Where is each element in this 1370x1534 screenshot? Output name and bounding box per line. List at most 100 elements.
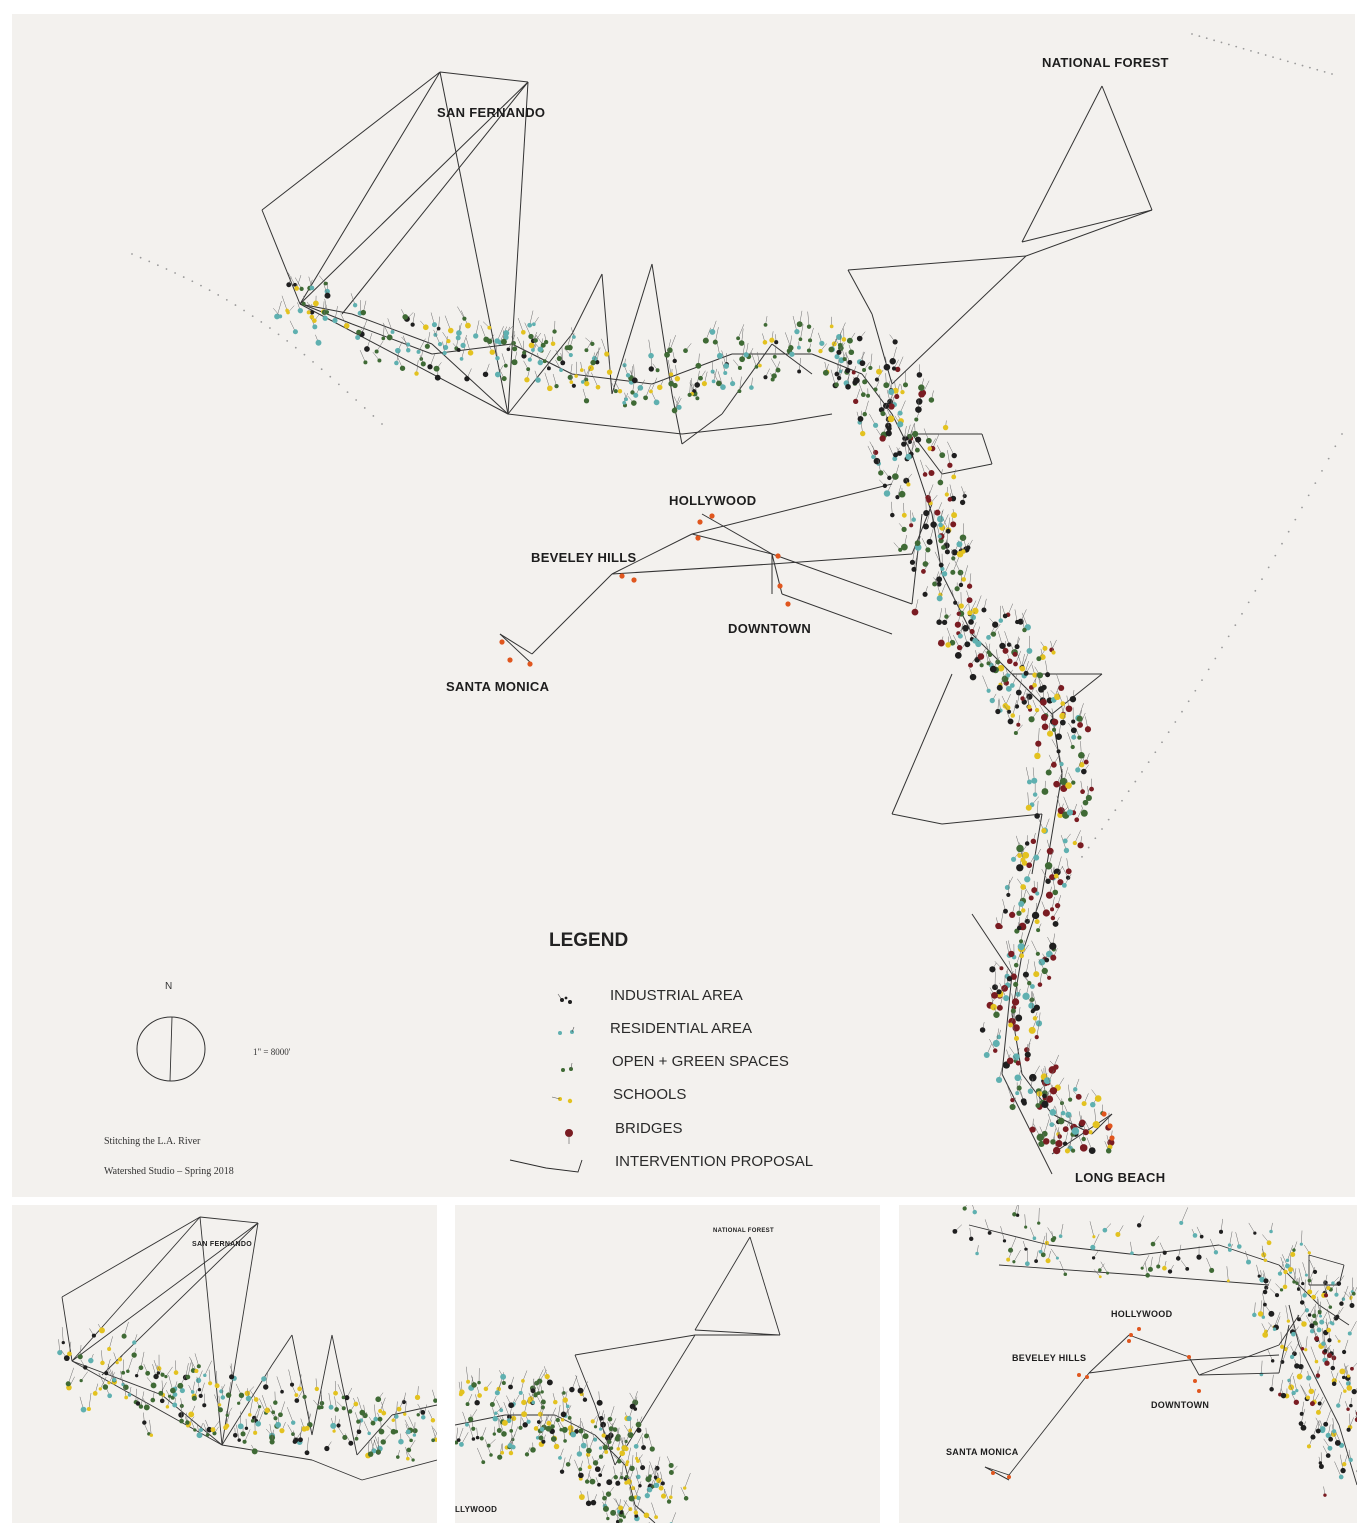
pin: [506, 1414, 512, 1420]
pin-needle: [1304, 1279, 1306, 1296]
pin: [695, 535, 701, 541]
pin: [1324, 1360, 1330, 1366]
pin: [1306, 1375, 1312, 1381]
pin-needle: [457, 306, 465, 319]
pin-needle: [301, 1383, 305, 1397]
pin-needle: [1301, 1401, 1305, 1414]
pin-needle: [461, 346, 466, 359]
pin: [1327, 457, 1330, 460]
pin: [123, 1384, 129, 1391]
string-segment: [771, 553, 913, 605]
pin: [966, 583, 973, 589]
pin: [1065, 705, 1073, 713]
pin: [373, 1416, 379, 1422]
pin: [911, 608, 919, 616]
pin: [1354, 1417, 1357, 1422]
pin: [697, 519, 703, 525]
pin-needle: [538, 1408, 545, 1423]
pin: [1045, 672, 1051, 678]
pin: [540, 1399, 546, 1405]
pin: [624, 1481, 628, 1485]
pin: [102, 1384, 109, 1390]
pin: [1088, 1147, 1096, 1154]
pin: [1247, 601, 1250, 604]
pin-needle: [236, 1424, 240, 1441]
pin: [936, 595, 943, 602]
pin: [990, 1003, 997, 1011]
pin: [277, 333, 280, 336]
pin-needle: [1055, 1092, 1063, 1104]
pin: [880, 410, 886, 417]
pin: [883, 363, 891, 371]
pin: [654, 1515, 659, 1520]
pin: [1009, 911, 1016, 918]
pin: [1052, 727, 1057, 732]
pin: [998, 924, 1003, 929]
pin: [179, 1418, 184, 1424]
string-segment: [941, 573, 973, 635]
pin: [876, 368, 882, 375]
pin: [903, 477, 910, 484]
pin: [1301, 1281, 1305, 1286]
pin: [911, 517, 916, 522]
pin: [1262, 1332, 1269, 1338]
pin: [489, 1453, 493, 1457]
string-segment: [341, 81, 529, 315]
pin: [390, 330, 395, 334]
pin: [471, 1426, 476, 1431]
pin: [897, 450, 903, 456]
pin: [512, 346, 518, 352]
pin: [303, 353, 306, 356]
string-segment: [571, 273, 603, 335]
pin: [1304, 1348, 1308, 1352]
string-map-main: [131, 33, 1343, 1175]
pin: [552, 329, 557, 334]
string-segment: [1128, 1334, 1190, 1358]
pin: [578, 1467, 583, 1472]
pin: [1031, 777, 1038, 784]
pin: [273, 1400, 278, 1405]
pin: [770, 377, 775, 382]
pin: [853, 398, 859, 405]
pin: [501, 1381, 506, 1385]
pin: [882, 483, 888, 488]
pin-needle: [1000, 911, 1004, 927]
pin: [1316, 1327, 1322, 1333]
pin: [205, 1433, 210, 1437]
pin: [381, 423, 383, 425]
pin: [1006, 673, 1011, 678]
pin: [615, 1480, 621, 1486]
pin: [190, 1368, 196, 1373]
pin: [1339, 1368, 1346, 1375]
pin: [225, 1413, 229, 1417]
pin-needle: [963, 565, 968, 580]
pin: [563, 1439, 567, 1443]
pin: [989, 966, 996, 973]
pin-needle: [910, 510, 912, 526]
pin: [352, 302, 358, 308]
pin: [482, 371, 489, 378]
pin: [1327, 1445, 1333, 1451]
pin: [585, 1500, 592, 1507]
string-segment: [299, 303, 509, 415]
pin: [991, 1471, 995, 1475]
pin: [1049, 942, 1057, 950]
pin: [1274, 554, 1277, 557]
pin: [104, 1371, 109, 1376]
pin: [255, 1420, 262, 1427]
pin-needle: [739, 376, 742, 392]
pin: [797, 345, 801, 350]
pin: [1209, 1267, 1215, 1273]
pin: [644, 1433, 649, 1439]
pin: [1081, 768, 1087, 775]
pin: [431, 322, 438, 328]
pin: [131, 253, 133, 255]
pin: [107, 1346, 112, 1352]
pin-needle: [792, 315, 798, 332]
pin: [916, 372, 923, 378]
pin: [616, 1447, 620, 1451]
credit-studio: Watershed Studio – Spring 2018: [104, 1166, 234, 1177]
pin-needle: [508, 334, 516, 350]
pin: [938, 522, 943, 528]
string-segment: [771, 553, 913, 565]
